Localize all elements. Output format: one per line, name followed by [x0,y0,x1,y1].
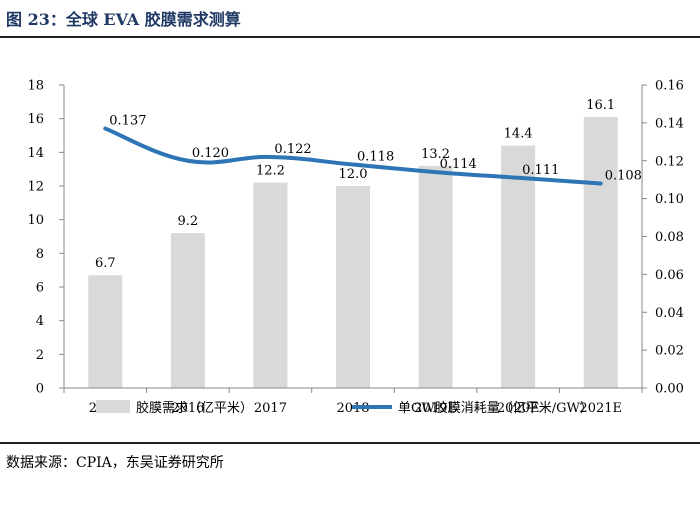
bar-2015 [88,275,123,388]
left-tick-label: 18 [27,79,44,94]
left-tick-label: 8 [36,247,44,262]
x-tick-label-2016: 2016 [171,401,204,416]
line-labels: 0.137 0.120 0.122 0.118 0.114 0.111 0.108 [109,114,642,184]
line-value-label-2019E: 0.114 [440,157,477,172]
left-tick-label: 0 [36,382,44,397]
line-point-2019E [435,171,437,173]
source-note: 数据来源：CPIA，东吴证券研究所 [6,455,224,471]
right-tick-label: 0.16 [655,79,684,94]
line-value-label-2018: 0.118 [357,150,394,165]
left-tick-label: 4 [36,314,44,329]
line-value-label-2017: 0.122 [274,142,311,157]
line-value-label-2016: 0.120 [192,146,229,161]
legend: 胶膜需求（亿平米） 单GW胶膜消耗量（亿平米/GW） [96,400,593,416]
x-tick-label-2020E: 2020E [497,401,540,416]
line-value-label-2021E: 0.108 [605,168,642,183]
bar-labels: 6.7 9.2 12.2 12.0 13.2 14.4 16.1 [95,98,615,271]
right-tick-label: 0.08 [655,230,684,245]
right-tick-label: 0.04 [655,306,684,321]
bar-2020E [501,145,536,388]
left-tick-label: 6 [36,281,44,296]
bar-value-label-2020E: 14.4 [504,127,533,142]
bar-value-label-2019E: 13.2 [421,147,450,162]
right-tick-label: 0.12 [655,154,684,169]
title-rule [0,36,700,38]
line-point-2017 [269,156,271,158]
left-tick-label: 12 [27,180,44,195]
left-tick-label: 16 [27,112,44,127]
bar-2018 [336,186,370,388]
bar-series [88,116,618,388]
figure-title: 图 23：全球 EVA 胶膜需求测算 [6,10,241,29]
source-rule [0,442,700,444]
line-point-2021E [600,182,602,184]
bar-value-label-2015: 6.7 [95,256,116,271]
right-tick-label: 0.06 [655,268,684,283]
bar-2019E [418,165,453,388]
line-value-label-2020E: 0.111 [522,163,559,178]
bar-value-label-2021E: 16.1 [586,98,615,113]
right-tick-label: 0.00 [655,382,684,397]
bar-value-label-2016: 9.2 [178,214,199,229]
line-point-2016 [187,160,189,162]
bar-value-label-2017: 12.2 [256,164,285,179]
right-tick-label: 0.14 [655,116,684,131]
bar-value-label-2018: 12.0 [339,167,368,182]
left-tick-label: 2 [36,348,44,363]
right-tick-label: 0.02 [655,344,684,359]
x-tick-label-2017: 2017 [254,401,287,416]
axes: 0 2 4 6 8 10 12 14 16 18 0.00 0.02 0.04 0.06 0.08 0.10 0… [27,79,684,417]
bar-2021E [583,116,618,388]
line-series [103,126,603,186]
left-tick-label: 14 [27,146,44,161]
line-point-2020E [517,177,519,179]
legend-line-label: 单GW胶膜消耗量（亿平米/GW） [398,400,593,416]
bar-2017 [253,182,288,388]
line-point-2018 [352,164,354,166]
x-tick-label-2021E: 2021E [579,401,622,416]
line-point-2015 [104,128,106,130]
right-tick-label: 0.10 [655,192,684,207]
bar-2016 [170,233,205,388]
left-tick-label: 10 [27,213,44,228]
legend-bar-label: 胶膜需求（亿平米） [136,400,253,416]
line-value-label-2015: 0.137 [109,114,146,129]
x-tick-label-2019E: 2019E [414,401,457,416]
legend-bar-swatch [96,400,130,413]
